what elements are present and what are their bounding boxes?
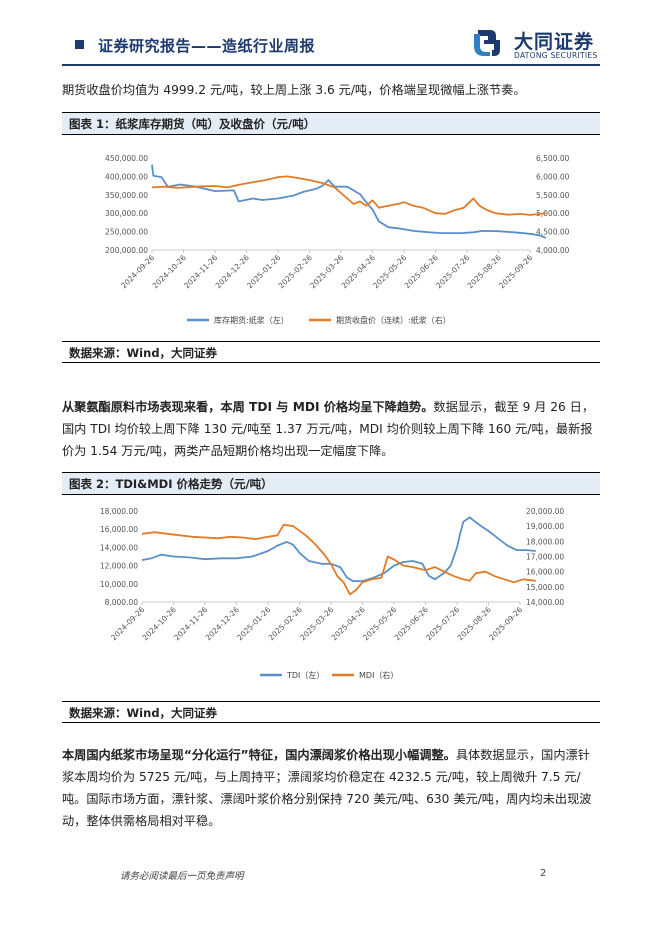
legend-label-0: TDI（左） bbox=[286, 670, 324, 680]
y-left-tick-label: 14,000.00 bbox=[100, 543, 138, 552]
legend-label-0: 库存期货:纸浆（左） bbox=[214, 315, 289, 325]
disclaimer-note: 请务必阅读最后一页免责声明 bbox=[120, 871, 244, 882]
y-left-tick-label: 400,000.00 bbox=[105, 172, 148, 181]
y-right-tick-label: 5,000.00 bbox=[536, 209, 570, 218]
y-right-tick-label: 16,000.00 bbox=[526, 568, 564, 577]
paragraph-tdi-mdi-body: 数据显示，截至 9 月 26 日，国内 TDI 均价较上周下降 130 元/吨至… bbox=[62, 400, 595, 458]
y-right-tick-label: 4,500.00 bbox=[536, 228, 570, 237]
y-right-tick-label: 18,000.00 bbox=[526, 537, 564, 546]
logo-text-cn: 大同证券 bbox=[514, 31, 595, 53]
series-line-1 bbox=[141, 523, 536, 596]
figure-2-source: 数据来源：Wind，大同证券 bbox=[62, 701, 600, 723]
y-right-tick-label: 15,000.00 bbox=[526, 583, 564, 592]
y-left-tick-label: 18,000.00 bbox=[100, 507, 138, 516]
header-divider bbox=[62, 64, 600, 66]
series-line-0 bbox=[151, 164, 547, 239]
y-left-tick-label: 350,000.00 bbox=[105, 191, 148, 200]
header-square-icon bbox=[75, 40, 84, 49]
paragraph-tdi-mdi: 从聚氨酯原料市场表现来看，本周 TDI 与 MDI 价格均呈下降趋势。数据显示，… bbox=[62, 396, 602, 462]
datong-logo-icon bbox=[474, 30, 500, 56]
y-right-tick-label: 19,000.00 bbox=[526, 522, 564, 531]
paragraph-tdi-mdi-lead: 从聚氨酯原料市场表现来看，本周 TDI 与 MDI 价格均呈下降趋势。 bbox=[62, 400, 434, 414]
y-left-tick-label: 450,000.00 bbox=[105, 154, 148, 163]
y-left-tick-label: 300,000.00 bbox=[105, 209, 148, 218]
figure-1-source: 数据来源：Wind，大同证券 bbox=[62, 341, 600, 363]
tdi-mdi-price-chart: 18,000.00 16,000.00 14,000.00 12,000.00 10,0… bbox=[100, 507, 565, 680]
logo-text-en: DATONG SECURITIES bbox=[514, 51, 598, 60]
paragraph-pulp-market-body: 具体数据显示，国内漂针浆本周均价为 5725 元/吨，与上周持平；漂阔浆均价稳定… bbox=[62, 748, 592, 828]
y-left-tick-label: 8,000.00 bbox=[105, 598, 139, 607]
y-left-tick-label: 16,000.00 bbox=[100, 525, 138, 534]
y-left-tick-label: 10,000.00 bbox=[100, 580, 138, 589]
page-number: 2 bbox=[540, 868, 547, 879]
figure-2-title: 图表 2：TDI&MDI 价格走势（元/吨） bbox=[62, 472, 600, 495]
series-line-1 bbox=[151, 175, 546, 216]
y-right-tick-label: 5,500.00 bbox=[536, 191, 570, 200]
y-right-tick-label: 17,000.00 bbox=[526, 553, 564, 562]
y-right-tick-label: 6,500.00 bbox=[536, 154, 570, 163]
legend-label-1: 期货收盘价（连续）:纸浆（右） bbox=[336, 315, 451, 325]
figure-1-title: 图表 1：纸浆库存期货（吨）及收盘价（元/吨） bbox=[62, 112, 600, 135]
y-left-tick-label: 250,000.00 bbox=[105, 228, 148, 237]
report-header-title: 证券研究报告——造纸行业周报 bbox=[98, 37, 316, 55]
series-line-0 bbox=[141, 516, 536, 582]
pulp-inventory-price-chart: 450,000.00 400,000.00 350,000.00 300,000.00… bbox=[105, 154, 570, 325]
paragraph-pulp-market: 本周国内纸浆市场呈现“分化运行”特征，国内漂阔浆价格出现小幅调整。具体数据显示，… bbox=[62, 744, 602, 832]
y-left-tick-label: 200,000.00 bbox=[105, 246, 148, 255]
legend-label-1: MDI（右） bbox=[359, 670, 398, 680]
paragraph-pulp-futures: 期货收盘价均值为 4999.2 元/吨，较上周上涨 3.6 元/吨，价格端呈现微… bbox=[62, 83, 526, 97]
y-right-tick-label: 4,000.00 bbox=[536, 246, 570, 255]
x-tick-label: 2025-09-26 bbox=[487, 605, 524, 642]
y-right-tick-label: 20,000.00 bbox=[526, 507, 564, 516]
paragraph-pulp-market-lead: 本周国内纸浆市场呈现“分化运行”特征，国内漂阔浆价格出现小幅调整。 bbox=[62, 748, 456, 762]
y-left-tick-label: 12,000.00 bbox=[100, 562, 138, 571]
y-right-tick-label: 6,000.00 bbox=[536, 172, 570, 181]
y-right-tick-label: 14,000.00 bbox=[526, 598, 564, 607]
x-tick-label: 2025-09-26 bbox=[497, 253, 534, 290]
